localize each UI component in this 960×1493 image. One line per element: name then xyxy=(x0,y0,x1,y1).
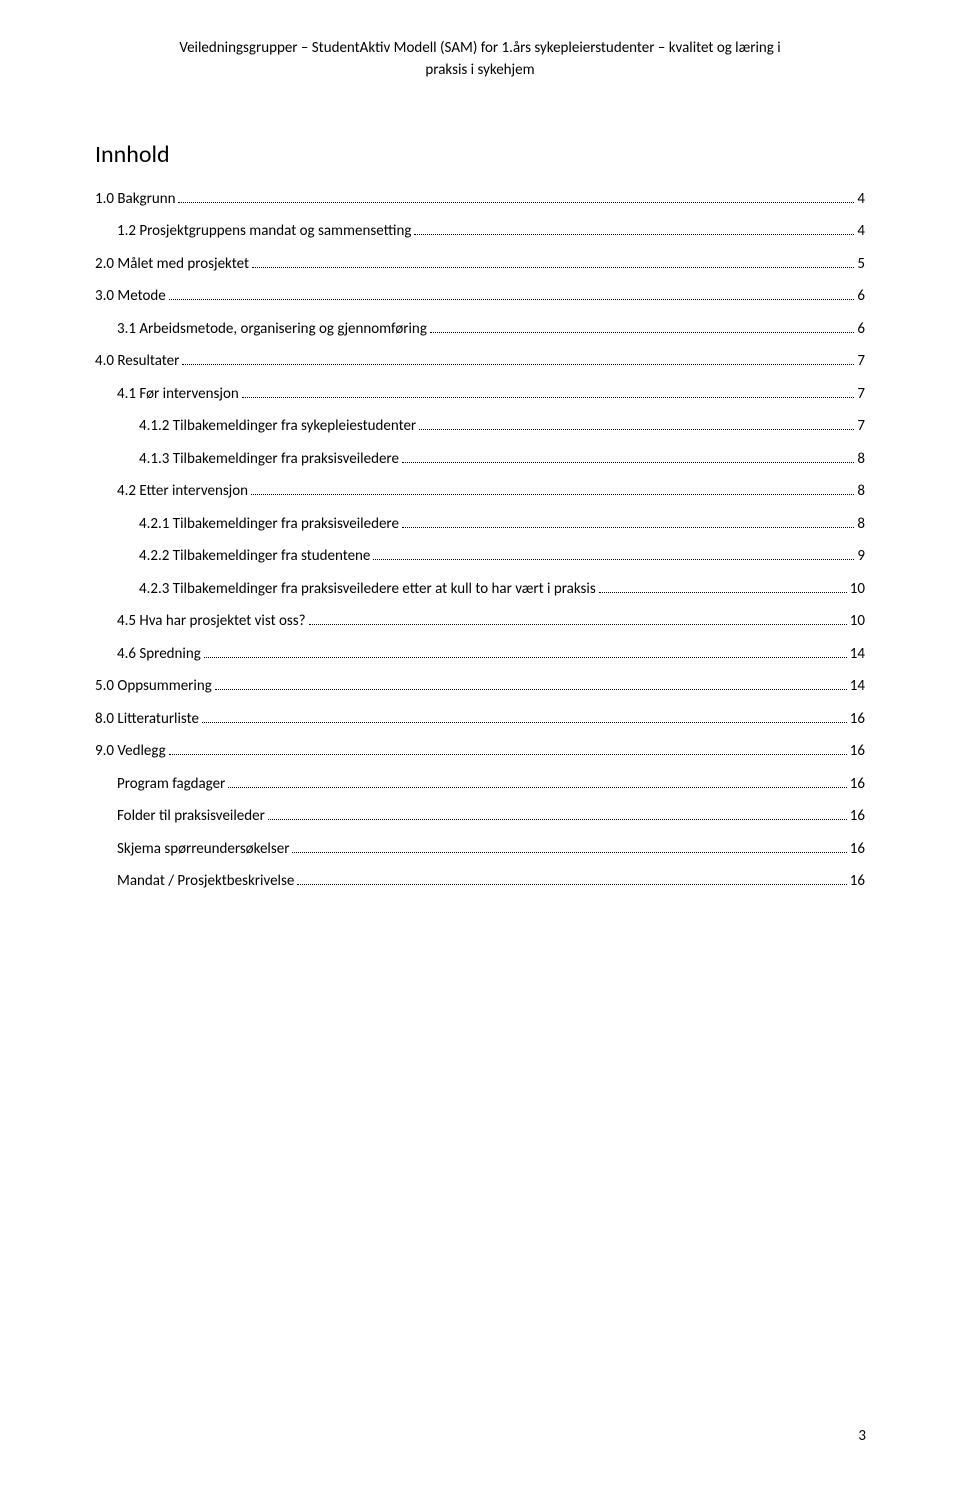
toc-leader-dots xyxy=(309,624,847,625)
toc-entry-label: 2.0 Målet med prosjektet xyxy=(95,254,249,275)
toc-entry-label: 4.6 Spredning xyxy=(117,644,201,665)
toc-entry-label: 1.2 Prosjektgruppens mandat og sammenset… xyxy=(117,221,411,242)
toc-leader-dots xyxy=(251,494,854,495)
toc-leader-dots xyxy=(268,819,847,820)
toc-entry-page: 16 xyxy=(850,839,865,860)
toc-entry-page: 14 xyxy=(850,644,865,665)
toc-entry: 5.0 Oppsummering 14 xyxy=(95,676,865,697)
toc-entry-page: 16 xyxy=(850,741,865,762)
toc-entry: 1.0 Bakgrunn 4 xyxy=(95,189,865,210)
toc-leader-dots xyxy=(242,397,855,398)
toc-leader-dots xyxy=(204,657,847,658)
toc-entry-page: 8 xyxy=(857,514,865,535)
toc-entry-page: 14 xyxy=(850,676,865,697)
toc-leader-dots xyxy=(169,299,855,300)
toc-entry-page: 16 xyxy=(850,709,865,730)
header-line-2: praksis i sykehjem xyxy=(95,60,865,82)
toc-entry-page: 7 xyxy=(857,351,865,372)
toc-entry: 4.5 Hva har prosjektet vist oss? 10 xyxy=(117,611,865,632)
toc-entry-label: 1.0 Bakgrunn xyxy=(95,189,175,210)
toc-leader-dots xyxy=(414,234,854,235)
toc-leader-dots xyxy=(430,332,855,333)
toc-leader-dots xyxy=(292,852,846,853)
toc-entry-label: Skjema spørreundersøkelser xyxy=(117,839,289,860)
toc-entry: 4.0 Resultater 7 xyxy=(95,351,865,372)
toc-entry-label: 4.1.3 Tilbakemeldinger fra praksisveiled… xyxy=(139,449,399,470)
toc-entry-page: 6 xyxy=(857,286,865,307)
toc-entry: 4.2 Etter intervensjon 8 xyxy=(117,481,865,502)
toc-entry-label: 9.0 Vedlegg xyxy=(95,741,166,762)
toc-leader-dots xyxy=(215,689,847,690)
toc-entry-page: 7 xyxy=(857,384,865,405)
toc-leader-dots xyxy=(182,364,854,365)
toc-leader-dots xyxy=(252,267,854,268)
toc-entry: 4.1 Før intervensjon 7 xyxy=(117,384,865,405)
toc-entry: 4.6 Spredning 14 xyxy=(117,644,865,665)
toc-entry-label: 3.1 Arbeidsmetode, organisering og gjenn… xyxy=(117,319,427,340)
toc-entry-label: 3.0 Metode xyxy=(95,286,166,307)
toc-entry: Program fagdager 16 xyxy=(117,774,865,795)
toc-entry-label: 4.2 Etter intervensjon xyxy=(117,481,248,502)
toc-entry-page: 10 xyxy=(850,611,865,632)
toc-leader-dots xyxy=(228,787,847,788)
toc-entry-label: 4.0 Resultater xyxy=(95,351,179,372)
toc-leader-dots xyxy=(599,592,847,593)
toc-entry-label: 4.2.3 Tilbakemeldinger fra praksisveiled… xyxy=(139,579,596,600)
header-line-1: Veiledningsgrupper – StudentAktiv Modell… xyxy=(95,38,865,60)
toc-entry-page: 5 xyxy=(857,254,865,275)
toc-leader-dots xyxy=(297,884,846,885)
toc-container: 1.0 Bakgrunn 4 1.2 Prosjektgruppens mandat… xyxy=(95,189,865,893)
toc-entry-page: 16 xyxy=(850,806,865,827)
toc-entry: 2.0 Målet med prosjektet 5 xyxy=(95,254,865,275)
toc-entry-page: 8 xyxy=(857,449,865,470)
toc-entry-page: 8 xyxy=(857,481,865,502)
toc-entry: 4.2.3 Tilbakemeldinger fra praksisveiled… xyxy=(139,579,865,600)
toc-entry: Skjema spørreundersøkelser 16 xyxy=(117,839,865,860)
page-number: 3 xyxy=(858,1427,866,1445)
toc-entry-label: Folder til praksisveileder xyxy=(117,806,265,827)
toc-entry-label: Mandat / Prosjektbeskrivelse xyxy=(117,871,294,892)
toc-leader-dots xyxy=(202,722,847,723)
toc-entry-page: 10 xyxy=(850,579,865,600)
toc-entry: Mandat / Prosjektbeskrivelse 16 xyxy=(117,871,865,892)
toc-leader-dots xyxy=(373,559,854,560)
toc-entry-label: Program fagdager xyxy=(117,774,225,795)
toc-entry-label: 8.0 Litteraturliste xyxy=(95,709,199,730)
toc-title: Innhold xyxy=(95,140,865,169)
toc-entry: 8.0 Litteraturliste 16 xyxy=(95,709,865,730)
toc-entry-label: 5.0 Oppsummering xyxy=(95,676,212,697)
toc-entry-page: 4 xyxy=(857,189,865,210)
toc-entry: 3.1 Arbeidsmetode, organisering og gjenn… xyxy=(117,319,865,340)
toc-entry-page: 16 xyxy=(850,774,865,795)
toc-entry: 4.2.2 Tilbakemeldinger fra studentene 9 xyxy=(139,546,865,567)
toc-entry-label: 4.2.1 Tilbakemeldinger fra praksisveiled… xyxy=(139,514,399,535)
toc-entry-page: 7 xyxy=(857,416,865,437)
toc-leader-dots xyxy=(419,429,854,430)
toc-entry-label: 4.2.2 Tilbakemeldinger fra studentene xyxy=(139,546,370,567)
toc-entry: 3.0 Metode 6 xyxy=(95,286,865,307)
toc-entry: 4.1.3 Tilbakemeldinger fra praksisveiled… xyxy=(139,449,865,470)
toc-entry-page: 9 xyxy=(857,546,865,567)
toc-entry-page: 16 xyxy=(850,871,865,892)
toc-entry: 4.1.2 Tilbakemeldinger fra sykepleiestud… xyxy=(139,416,865,437)
toc-leader-dots xyxy=(402,462,854,463)
toc-entry-page: 4 xyxy=(857,221,865,242)
toc-entry: 9.0 Vedlegg 16 xyxy=(95,741,865,762)
toc-leader-dots xyxy=(178,202,854,203)
toc-entry-page: 6 xyxy=(857,319,865,340)
toc-entry-label: 4.5 Hva har prosjektet vist oss? xyxy=(117,611,306,632)
toc-entry-label: 4.1.2 Tilbakemeldinger fra sykepleiestud… xyxy=(139,416,416,437)
toc-entry: Folder til praksisveileder 16 xyxy=(117,806,865,827)
toc-leader-dots xyxy=(169,754,847,755)
page-header: Veiledningsgrupper – StudentAktiv Modell… xyxy=(95,38,865,82)
toc-entry: 4.2.1 Tilbakemeldinger fra praksisveiled… xyxy=(139,514,865,535)
toc-entry: 1.2 Prosjektgruppens mandat og sammenset… xyxy=(117,221,865,242)
toc-leader-dots xyxy=(402,527,854,528)
toc-entry-label: 4.1 Før intervensjon xyxy=(117,384,239,405)
document-page: Veiledningsgrupper – StudentAktiv Modell… xyxy=(0,0,960,944)
